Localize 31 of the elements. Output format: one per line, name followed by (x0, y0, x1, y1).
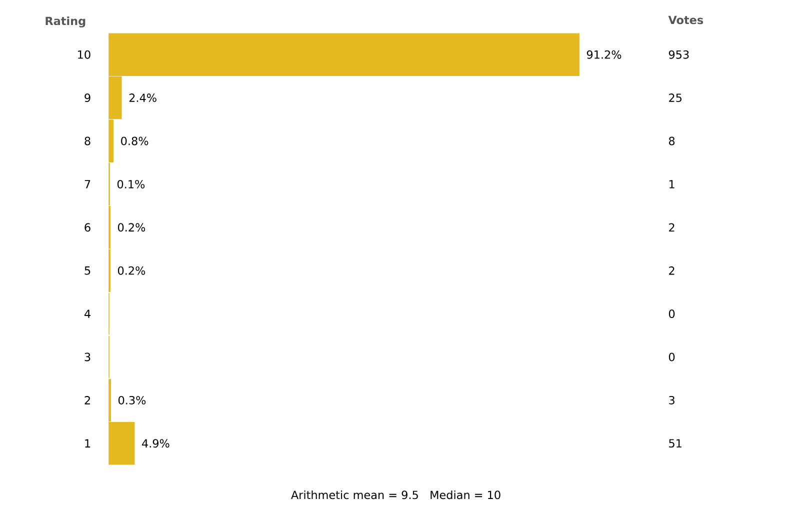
y-tick-label: 3 (84, 352, 90, 362)
text: 25 (669, 94, 682, 102)
y-tick-label: 1 (85, 439, 90, 448)
y-tick-label: 9 (84, 94, 90, 102)
text: Arithmetic mean = 9.5 Median = 10 (291, 490, 500, 500)
y-tick-label: 4 (84, 310, 90, 318)
text: 0 (668, 310, 675, 318)
text: 51 (669, 439, 682, 448)
y-axis-title: Rating (46, 16, 86, 28)
y-tick-label: 8 (84, 136, 90, 146)
data-label: 0.8% (121, 136, 148, 146)
text: 2 (669, 266, 674, 275)
text: Votes (668, 16, 704, 24)
data-label: 91.2% (586, 50, 622, 59)
y-tick-label: 10 (78, 50, 90, 59)
y-tick-label: 7 (84, 180, 90, 188)
data-label: 0.2% (118, 266, 146, 275)
data-label: 2.4% (129, 94, 156, 102)
text: 1 (669, 180, 674, 188)
text: 8 (668, 136, 675, 146)
y-tick-label: 2 (84, 396, 90, 404)
data-label: 0.3% (118, 396, 146, 404)
text: 0 (668, 352, 675, 362)
data-label: 4.9% (142, 439, 170, 448)
y-tick-label: 6 (84, 223, 90, 232)
y-tick-label: 5 (84, 266, 90, 275)
text: 953 (668, 50, 689, 59)
text: 2 (669, 223, 674, 232)
data-label: 0.1% (117, 180, 145, 188)
data-label: 0.2% (118, 223, 146, 232)
text: 3 (669, 396, 674, 404)
